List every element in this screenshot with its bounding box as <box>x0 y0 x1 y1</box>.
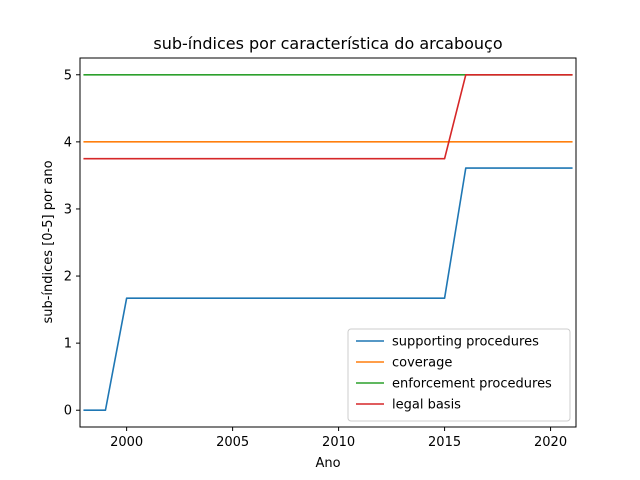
legend-label-1: coverage <box>392 356 452 371</box>
y-axis-label: sub-índices [0-5] por ano <box>41 160 56 323</box>
series-layer <box>83 73 573 412</box>
x-tick-label-3: 2015 <box>428 435 461 450</box>
x-axis-label: Ano <box>315 456 340 471</box>
x-tick-label-4: 2020 <box>534 435 567 450</box>
y-tick-label-2: 2 <box>64 270 72 285</box>
chart-title: sub-índices por característica do arcabo… <box>153 34 502 53</box>
legend-box <box>347 328 571 422</box>
legend: supporting procedures coverage enforcement… <box>347 328 571 422</box>
x-tick-label-0: 2000 <box>110 435 143 450</box>
legend-label-2: enforcement procedures <box>392 377 552 392</box>
legend-label-0: supporting procedures <box>392 335 539 350</box>
y-tick-label-5: 5 <box>64 68 72 83</box>
legend-label-3: legal basis <box>392 398 461 413</box>
series-line-0 <box>83 167 573 412</box>
x-tick-label-2: 2010 <box>322 435 355 450</box>
plot-frame <box>79 57 577 428</box>
x-tick-label-1: 2005 <box>216 435 249 450</box>
y-tick-label-0: 0 <box>64 404 72 419</box>
series-line-3 <box>83 73 573 160</box>
y-tick-label-3: 3 <box>64 202 72 217</box>
y-axis-ticks: 0 1 2 3 4 5 <box>64 68 80 419</box>
x-axis-ticks: 2000 2005 2010 2015 2020 <box>110 427 567 450</box>
y-tick-label-4: 4 <box>64 135 72 150</box>
y-tick-label-1: 1 <box>64 337 72 352</box>
